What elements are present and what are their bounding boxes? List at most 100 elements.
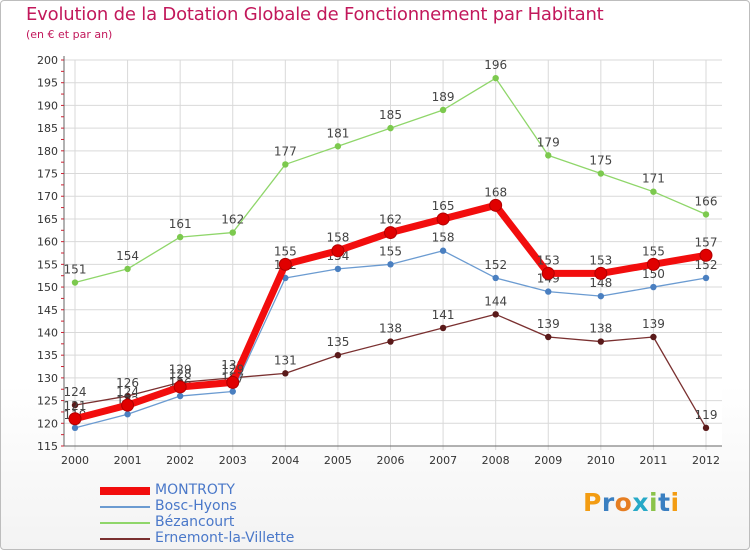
data-label-montroty: 158 <box>326 231 349 245</box>
data-label-ernemont-la-villette: 138 <box>589 322 612 336</box>
data-point-ernemont-la-villette <box>387 338 394 345</box>
y-tick-label: 135 <box>37 349 58 362</box>
data-point-bosc-hyons <box>71 424 79 432</box>
data-label-ernemont-la-villette: 126 <box>116 376 139 390</box>
data-label-b-zancourt: 175 <box>589 154 612 168</box>
data-label-b-zancourt: 185 <box>379 108 402 122</box>
data-point-montroty <box>173 380 187 394</box>
y-tick-label: 155 <box>37 258 58 271</box>
legend-swatch-bezancourt <box>100 522 150 524</box>
legend-label-bezancourt: Bézancourt <box>155 514 235 530</box>
y-tick-label: 160 <box>37 236 58 249</box>
data-point-bosc-hyons <box>597 292 605 300</box>
data-label-montroty: 153 <box>589 253 612 267</box>
data-label-ernemont-la-villette: 135 <box>326 335 349 349</box>
data-label-ernemont-la-villette: 144 <box>484 294 507 308</box>
chart-subtitle: (en € et par an) <box>26 28 113 41</box>
legend-label-ernemont: Ernemont-la-Villette <box>155 530 295 546</box>
legend-swatch-bosc-hyons <box>100 506 150 508</box>
data-point-montroty <box>278 257 292 271</box>
legend-swatch-ernemont <box>100 538 150 540</box>
data-label-montroty: 155 <box>274 244 297 258</box>
data-point-ernemont-la-villette <box>545 333 552 341</box>
data-label-bosc-hyons: 152 <box>484 258 507 272</box>
x-tick-label: 2004 <box>271 454 299 467</box>
x-tick-label: 2006 <box>377 454 405 467</box>
y-tick-label: 190 <box>37 99 58 112</box>
logo-letter: r <box>601 488 615 517</box>
x-tick-label: 2011 <box>639 454 667 467</box>
y-tick-label: 130 <box>37 372 58 385</box>
chart-title: Evolution de la Dotation Globale de Fonc… <box>26 4 604 25</box>
data-label-b-zancourt: 162 <box>221 213 244 227</box>
data-point-b-zancourt <box>282 161 289 168</box>
data-point-ernemont-la-villette <box>439 324 447 332</box>
data-label-ernemont-la-villette: 141 <box>432 308 455 322</box>
data-label-b-zancourt: 177 <box>274 144 297 158</box>
y-tick-label: 195 <box>37 77 58 90</box>
y-tick-label: 200 <box>37 54 58 67</box>
data-point-b-zancourt <box>545 152 552 159</box>
x-tick-label: 2001 <box>114 454 142 467</box>
proxiti-logo: Proxiti <box>583 488 680 517</box>
x-tick-label: 2003 <box>219 454 247 467</box>
data-label-b-zancourt: 189 <box>432 90 455 104</box>
x-tick-label: 2002 <box>166 454 194 467</box>
data-point-montroty <box>384 226 397 240</box>
data-label-montroty: 124 <box>116 385 139 399</box>
y-tick-label: 120 <box>37 417 58 430</box>
logo-letter: P <box>583 488 602 517</box>
data-point-montroty <box>489 198 503 212</box>
y-tick-label: 180 <box>37 145 58 158</box>
data-label-ernemont-la-villette: 129 <box>169 362 192 376</box>
data-label-montroty: 165 <box>432 199 455 213</box>
y-tick-label: 165 <box>37 213 58 226</box>
data-point-b-zancourt <box>176 233 184 241</box>
data-point-ernemont-la-villette <box>492 311 499 318</box>
x-tick-label: 2008 <box>482 454 510 467</box>
data-point-bosc-hyons <box>229 388 236 395</box>
data-label-b-zancourt: 154 <box>116 249 139 263</box>
data-point-ernemont-la-villette <box>334 351 342 359</box>
data-label-montroty: 168 <box>484 185 507 199</box>
y-tick-label: 185 <box>37 122 58 135</box>
data-point-bosc-hyons <box>439 247 447 254</box>
data-label-ernemont-la-villette: 131 <box>274 353 297 367</box>
data-point-bosc-hyons <box>124 411 131 418</box>
data-label-bosc-hyons: 152 <box>695 258 718 272</box>
data-point-montroty <box>68 412 82 426</box>
data-label-montroty: 129 <box>221 362 244 376</box>
y-tick-label: 175 <box>37 168 58 181</box>
data-label-ernemont-la-villette: 124 <box>64 385 87 399</box>
data-label-b-zancourt: 181 <box>326 126 349 140</box>
data-label-bosc-hyons: 148 <box>589 276 612 290</box>
logo-letter: i <box>649 488 659 517</box>
x-tick-label: 2012 <box>692 454 720 467</box>
x-tick-label: 2010 <box>587 454 615 467</box>
data-label-montroty: 162 <box>379 213 402 227</box>
legend-label-montroty: MONTROTY <box>155 482 235 498</box>
data-label-b-zancourt: 151 <box>64 263 87 277</box>
logo-letter: i <box>670 488 680 517</box>
data-point-ernemont-la-villette <box>597 338 605 345</box>
data-point-montroty <box>699 248 713 262</box>
y-tick-label: 170 <box>37 190 58 203</box>
data-point-bosc-hyons <box>492 274 499 282</box>
data-point-montroty <box>436 212 450 226</box>
data-point-montroty <box>646 257 660 271</box>
data-label-b-zancourt: 161 <box>169 217 192 231</box>
data-label-montroty: 153 <box>537 253 560 267</box>
data-point-bosc-hyons <box>334 265 342 273</box>
y-tick-label: 115 <box>37 440 58 453</box>
data-point-b-zancourt <box>702 211 710 218</box>
legend-swatch-montroty <box>100 487 150 495</box>
data-point-montroty <box>226 375 240 389</box>
data-point-bosc-hyons <box>176 392 184 400</box>
plot-area <box>64 56 722 446</box>
x-tick-label: 2005 <box>324 454 352 467</box>
data-label-b-zancourt: 171 <box>642 172 665 186</box>
logo-letter: x <box>632 488 649 517</box>
data-point-b-zancourt <box>492 74 499 82</box>
data-point-b-zancourt <box>71 279 79 286</box>
